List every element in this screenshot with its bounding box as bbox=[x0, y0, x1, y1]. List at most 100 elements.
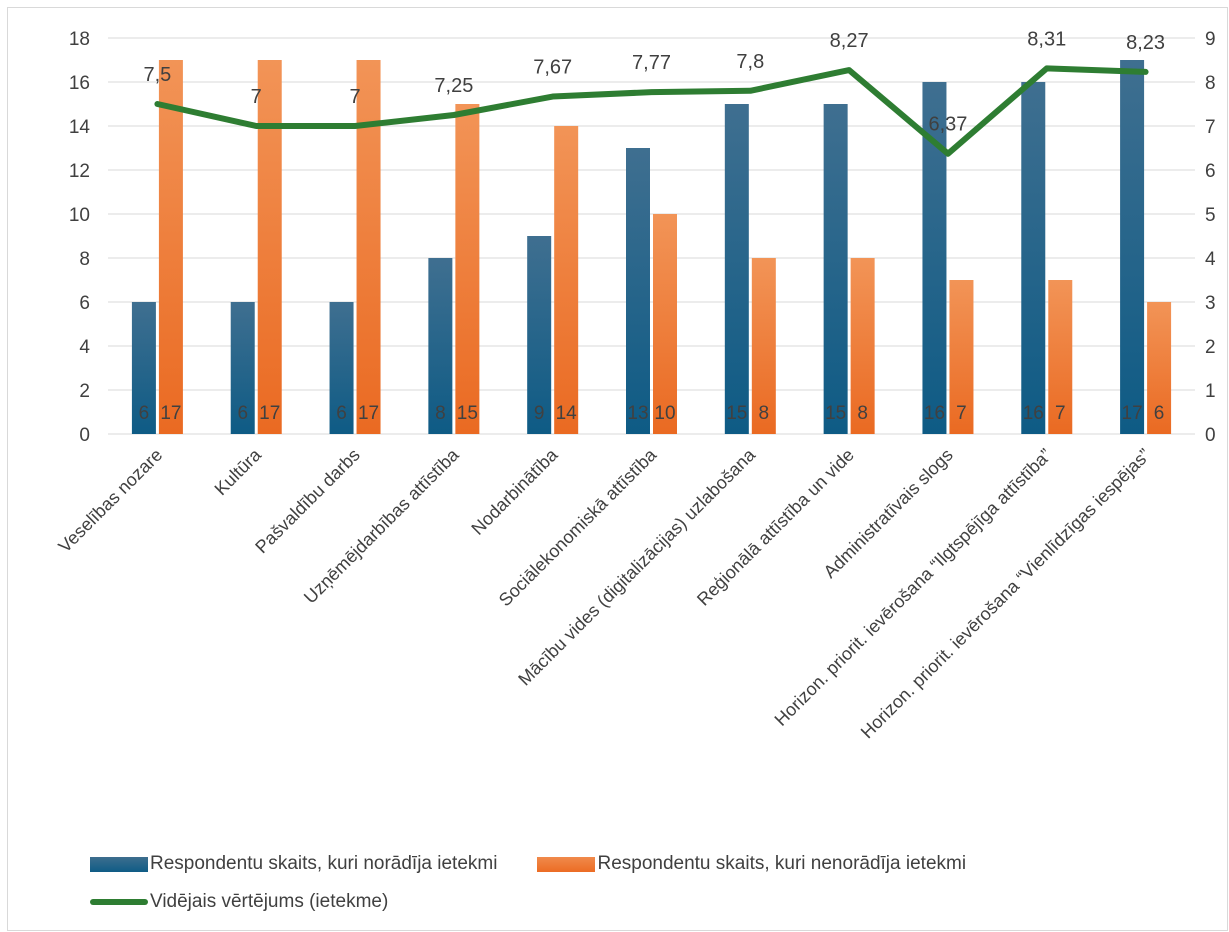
y-tick-label: 6 bbox=[79, 293, 90, 314]
legend-swatch-average bbox=[90, 899, 148, 905]
line-data-label: 6,37 bbox=[928, 114, 967, 136]
line-data-label: 7,77 bbox=[632, 52, 671, 74]
bar-data-label: 6 bbox=[336, 403, 347, 424]
bar-data-label: 6 bbox=[139, 403, 150, 424]
legend-label-indicated: Respondentu skaits, kuri norādīja ietekm… bbox=[150, 853, 498, 874]
average-line-path bbox=[154, 65, 1149, 157]
bar-data-label: 6 bbox=[237, 403, 248, 424]
x-tick-label: Uzņēmējdarbības attīstība bbox=[300, 444, 463, 607]
y-tick-label: 12 bbox=[69, 161, 90, 182]
legend-item-average: Vidējais vērtējums (ietekme) bbox=[90, 891, 388, 913]
bar-indicated bbox=[724, 104, 749, 434]
y2-tick-label: 1 bbox=[1205, 381, 1216, 402]
y-tick-label: 2 bbox=[79, 381, 90, 402]
bar-not-indicated bbox=[949, 280, 974, 434]
average-line bbox=[154, 65, 1149, 157]
x-tick-label: Sociālekonomiskā attīstība bbox=[495, 444, 661, 610]
bar-not-indicated bbox=[1048, 280, 1073, 434]
bar-data-label: 17 bbox=[259, 403, 280, 424]
bar-not-indicated bbox=[455, 104, 480, 434]
y-tick-label: 0 bbox=[79, 425, 90, 446]
x-tick-label: Kultūra bbox=[211, 444, 266, 499]
legend-item-indicated: Respondentu skaits, kuri norādīja ietekm… bbox=[90, 853, 497, 875]
line-data-label: 8,27 bbox=[830, 30, 869, 52]
x-tick-label: Nodarbinātība bbox=[467, 444, 562, 539]
line-data-label: 7 bbox=[349, 86, 360, 108]
y-tick-label: 10 bbox=[69, 205, 90, 226]
line-data-label: 7,8 bbox=[736, 51, 764, 73]
legend: Respondentu skaits, kuri norādīja ietekm… bbox=[90, 850, 1006, 926]
x-tick-label: Pašvaldību darbs bbox=[251, 445, 363, 557]
bar-data-label: 7 bbox=[956, 403, 967, 424]
legend-swatch-indicated bbox=[90, 856, 148, 872]
bar-not-indicated bbox=[850, 258, 875, 434]
y2-tick-label: 5 bbox=[1205, 205, 1216, 226]
bar-not-indicated bbox=[158, 60, 183, 434]
line-data-label: 7 bbox=[251, 86, 262, 108]
bar-not-indicated bbox=[356, 60, 381, 434]
y2-tick-label: 8 bbox=[1205, 73, 1216, 94]
bar-data-label: 6 bbox=[1154, 403, 1165, 424]
bar-not-indicated bbox=[653, 214, 677, 434]
bars bbox=[131, 60, 1172, 434]
bar-data-label: 16 bbox=[924, 403, 945, 424]
line-data-label: 8,31 bbox=[1027, 28, 1066, 50]
y2-tick-label: 4 bbox=[1205, 249, 1216, 270]
bar-data-label: 10 bbox=[654, 403, 675, 424]
y2-tick-label: 2 bbox=[1205, 337, 1216, 358]
bar-labels: 6 6 6 8 9 13 15 15 16 16 17 17 17 17 15 14 10 8 8 7 7 6 bbox=[139, 403, 1165, 424]
bar-indicated bbox=[428, 258, 453, 434]
gridlines bbox=[108, 37, 1195, 435]
bar-data-label: 13 bbox=[627, 403, 648, 424]
y2-tick-label: 6 bbox=[1205, 161, 1216, 182]
bar-data-label: 15 bbox=[457, 403, 478, 424]
line-labels: 7,5 7 7 7,25 7,67 7,77 7,8 8,27 6,37 8,31 8,23 bbox=[144, 28, 1166, 135]
bar-indicated bbox=[1021, 82, 1046, 434]
bar-not-indicated bbox=[1147, 302, 1172, 434]
bar-not-indicated bbox=[751, 258, 776, 434]
line-data-label: 7,25 bbox=[434, 75, 473, 97]
legend-swatch-not-indicated bbox=[537, 856, 596, 872]
y-tick-label: 8 bbox=[79, 249, 90, 270]
bar-data-label: 16 bbox=[1023, 403, 1044, 424]
x-tick-label: Reģionālā attīstība un vide bbox=[693, 445, 858, 610]
y2-tick-label: 7 bbox=[1205, 117, 1216, 138]
bar-indicated bbox=[230, 302, 255, 434]
bar-data-label: 8 bbox=[759, 403, 770, 424]
bar-indicated bbox=[329, 302, 354, 434]
x-tick-label: Veselības nozare bbox=[54, 445, 166, 557]
y-tick-label: 18 bbox=[69, 29, 90, 50]
bar-indicated bbox=[527, 236, 552, 434]
legend-row-2: Vidējais vērtējums (ietekme) bbox=[90, 888, 1006, 916]
y2-axis-ticks: 0 1 2 3 4 5 6 7 8 9 bbox=[1205, 29, 1216, 446]
bar-data-label: 17 bbox=[160, 403, 181, 424]
legend-item-not-indicated: Respondentu skaits, kuri nenorādīja iete… bbox=[537, 853, 966, 875]
y-tick-label: 14 bbox=[69, 117, 91, 138]
bar-data-label: 14 bbox=[556, 403, 578, 424]
legend-row-1: Respondentu skaits, kuri norādīja ietekm… bbox=[90, 850, 1006, 878]
bar-data-label: 17 bbox=[358, 403, 379, 424]
y2-tick-label: 9 bbox=[1205, 29, 1216, 50]
legend-label-average: Vidējais vērtējums (ietekme) bbox=[150, 891, 389, 912]
bar-data-label: 7 bbox=[1055, 403, 1066, 424]
bar-data-label: 9 bbox=[534, 403, 545, 424]
y-axis-ticks: 0 2 4 6 8 10 12 14 16 18 bbox=[69, 29, 91, 446]
bar-data-label: 8 bbox=[435, 403, 446, 424]
bar-data-label: 17 bbox=[1122, 403, 1143, 424]
bar-data-label: 15 bbox=[726, 403, 747, 424]
bar-data-label: 15 bbox=[825, 403, 846, 424]
legend-label-not-indicated: Respondentu skaits, kuri nenorādīja iete… bbox=[597, 853, 967, 874]
bar-indicated bbox=[626, 148, 650, 434]
bar-indicated bbox=[1120, 60, 1145, 434]
y2-tick-label: 0 bbox=[1205, 425, 1216, 446]
bar-not-indicated bbox=[554, 126, 579, 434]
bar-indicated bbox=[131, 302, 156, 434]
line-data-label: 8,23 bbox=[1126, 32, 1165, 54]
line-data-label: 7,67 bbox=[533, 57, 572, 79]
bar-not-indicated bbox=[257, 60, 282, 434]
line-data-label: 7,5 bbox=[144, 64, 172, 86]
bar-indicated bbox=[823, 104, 848, 434]
y-tick-label: 4 bbox=[79, 337, 90, 358]
